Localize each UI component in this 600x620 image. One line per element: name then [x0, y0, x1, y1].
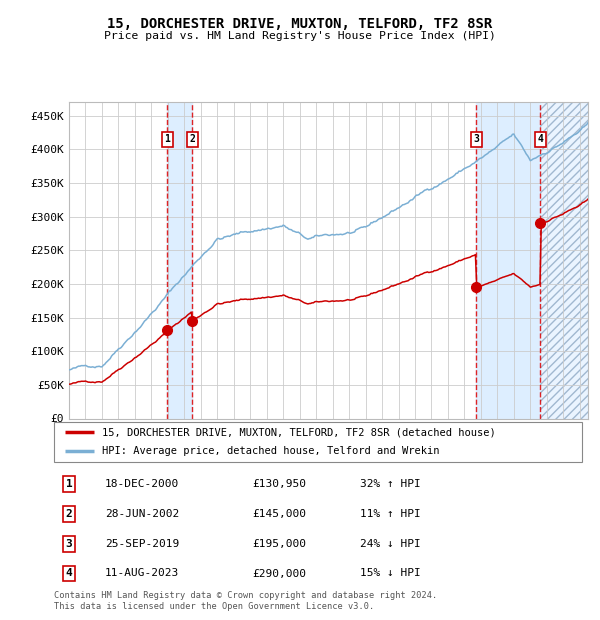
FancyBboxPatch shape	[54, 422, 582, 462]
Text: 24% ↓ HPI: 24% ↓ HPI	[360, 539, 421, 549]
Text: 11-AUG-2023: 11-AUG-2023	[105, 569, 179, 578]
Text: 3: 3	[65, 539, 73, 549]
Text: 25-SEP-2019: 25-SEP-2019	[105, 539, 179, 549]
Text: 15% ↓ HPI: 15% ↓ HPI	[360, 569, 421, 578]
Bar	[541, 102, 588, 418]
Text: 28-JUN-2002: 28-JUN-2002	[105, 509, 179, 519]
Text: £290,000: £290,000	[252, 569, 306, 578]
Text: 4: 4	[538, 135, 544, 144]
Bar	[476, 102, 541, 418]
Text: 1: 1	[164, 135, 170, 144]
Text: 15, DORCHESTER DRIVE, MUXTON, TELFORD, TF2 8SR: 15, DORCHESTER DRIVE, MUXTON, TELFORD, T…	[107, 17, 493, 32]
Text: £130,950: £130,950	[252, 479, 306, 489]
Text: 11% ↑ HPI: 11% ↑ HPI	[360, 509, 421, 519]
Bar	[541, 102, 588, 418]
Text: 2: 2	[190, 135, 196, 144]
Text: 15, DORCHESTER DRIVE, MUXTON, TELFORD, TF2 8SR (detached house): 15, DORCHESTER DRIVE, MUXTON, TELFORD, T…	[101, 427, 495, 438]
Text: 32% ↑ HPI: 32% ↑ HPI	[360, 479, 421, 489]
Text: £195,000: £195,000	[252, 539, 306, 549]
Text: Price paid vs. HM Land Registry's House Price Index (HPI): Price paid vs. HM Land Registry's House …	[104, 31, 496, 41]
Text: HPI: Average price, detached house, Telford and Wrekin: HPI: Average price, detached house, Telf…	[101, 446, 439, 456]
Text: 2: 2	[65, 509, 73, 519]
Bar	[167, 102, 193, 418]
Text: 3: 3	[473, 135, 479, 144]
Text: £145,000: £145,000	[252, 509, 306, 519]
Text: 4: 4	[65, 569, 73, 578]
Text: 18-DEC-2000: 18-DEC-2000	[105, 479, 179, 489]
Text: 1: 1	[65, 479, 73, 489]
Text: Contains HM Land Registry data © Crown copyright and database right 2024.
This d: Contains HM Land Registry data © Crown c…	[54, 591, 437, 611]
